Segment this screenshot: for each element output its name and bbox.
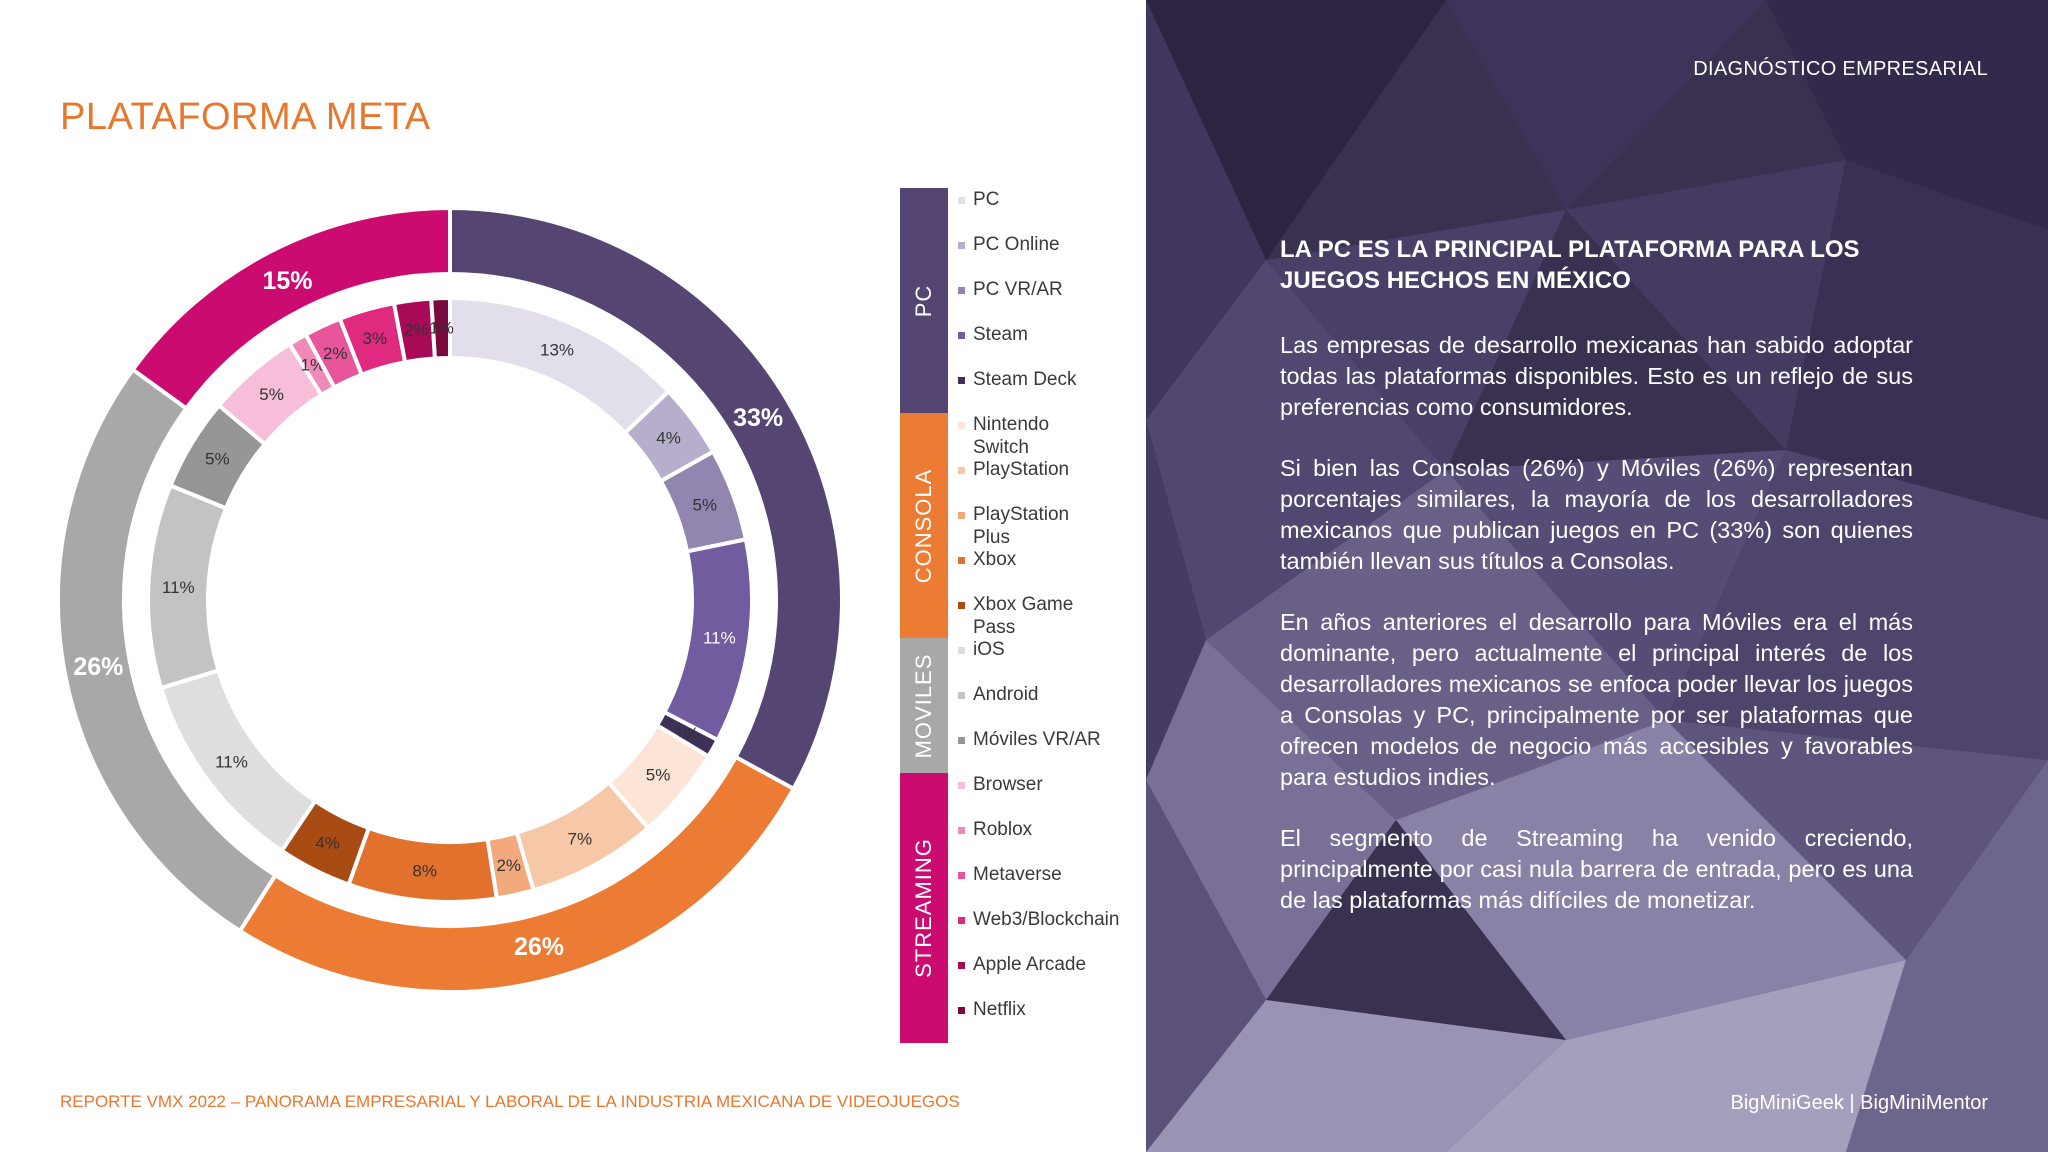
legend-swatch xyxy=(958,602,965,609)
legend-group-label: MOVILES xyxy=(911,653,936,758)
legend-item-label: Nintendo Switch xyxy=(973,414,1050,458)
legend-item-label: Móviles VR/AR xyxy=(973,729,1101,750)
outer-label-moviles: 26% xyxy=(73,653,123,681)
nested-donut-chart: 33% 26% 26% 15% 13% 4% 5% 11% 1% 5% 7% 2% 8% 4% 11% 11%… xyxy=(56,205,844,994)
article-paragraph: Si bien las Consolas (26%) y Móviles (26… xyxy=(1280,455,1913,574)
brand-footer: BigMiniGeek | BigMiniMentor xyxy=(1730,1092,1988,1114)
legend-item-label: PlayStation Plus xyxy=(973,504,1070,548)
article-heading: LA PC ES LA PRINCIPAL PLATAFORMA PARA LO… xyxy=(1280,236,1860,294)
legend-swatch xyxy=(958,242,965,249)
polygon-background xyxy=(1146,0,2048,1152)
outer-slice-streaming xyxy=(130,205,452,412)
legend-item-label: Roblox xyxy=(973,819,1033,840)
inner-label-pc-online: 4% xyxy=(656,429,681,448)
legend-swatch xyxy=(958,917,965,924)
legend-swatch xyxy=(958,512,965,519)
report-footer: REPORTE VMX 2022 – PANORAMA EMPRESARIAL … xyxy=(60,1092,960,1111)
legend-item-label: Netflix xyxy=(973,999,1026,1020)
legend-swatch xyxy=(958,557,965,564)
outer-slice-pc xyxy=(448,205,844,792)
legend-item-label: Xbox Game Pass xyxy=(973,594,1074,638)
legend-item-label: Metaverse xyxy=(973,864,1062,885)
legend-item-label: PC VR/AR xyxy=(973,279,1063,300)
outer-label-consola: 26% xyxy=(514,933,564,961)
outer-label-pc: 33% xyxy=(733,404,783,432)
inner-label-playstation-plus: 2% xyxy=(496,856,521,875)
legend-swatch xyxy=(958,737,965,744)
inner-label-steam: 11% xyxy=(703,628,736,647)
legend-item-label: PC Online xyxy=(973,234,1060,255)
article: LA PC ES LA PRINCIPAL PLATAFORMA PARA LO… xyxy=(1280,234,1913,946)
legend-swatch xyxy=(958,782,965,789)
legend-swatch xyxy=(958,647,965,654)
section-header: DIAGNÓSTICO EMPRESARIAL xyxy=(1693,58,1988,80)
legend-item-label: PC xyxy=(973,189,1000,210)
legend-item-label: Web3/Blockchain xyxy=(973,909,1120,930)
inner-label-apple-arcade: 2% xyxy=(404,321,429,340)
inner-label-netflix: 1% xyxy=(429,319,454,338)
legend-swatch xyxy=(958,287,965,294)
legend-swatch xyxy=(958,872,965,879)
text-panel: DIAGNÓSTICO EMPRESARIAL BigMiniGeek | Bi… xyxy=(1146,0,2048,1152)
legend-group-moviles: MOVILES xyxy=(900,638,948,773)
legend-group-label: CONSOLA xyxy=(911,468,936,583)
article-paragraph: En años anteriores el desarrollo para Mó… xyxy=(1280,609,1913,790)
legend-item-label: iOS xyxy=(973,639,1005,660)
legend-group-streaming: STREAMING xyxy=(900,773,948,1043)
inner-label-pc: 13% xyxy=(540,340,574,359)
inner-label-xbox-game-pass: 4% xyxy=(315,833,340,852)
legend-item-label: Android xyxy=(973,684,1039,705)
legend-item-label: Browser xyxy=(973,774,1043,795)
inner-slice-netflix xyxy=(429,295,452,361)
legend-swatch xyxy=(958,1007,965,1014)
article-paragraph: Las empresas de desarrollo mexicanas han… xyxy=(1280,332,1913,420)
legend-swatch xyxy=(958,827,965,834)
legend-group-pc: PC xyxy=(900,188,948,413)
inner-label-nintendo-switch: 5% xyxy=(646,766,671,785)
legend-item-label: Xbox xyxy=(973,549,1017,570)
legend-swatch xyxy=(958,962,965,969)
legend-swatch xyxy=(958,422,965,429)
legend-group-consola: CONSOLA xyxy=(900,413,948,638)
legend-swatch xyxy=(958,377,965,384)
article-paragraph: El segmento de Streaming ha venido creci… xyxy=(1280,825,1913,913)
legend-swatch xyxy=(958,692,965,699)
chart-panel: PLATAFORMA META 33% 26% 26% 15% 13% 4% 5% 11% 1%… xyxy=(56,96,1120,1111)
legend-item-label: Steam xyxy=(973,324,1028,345)
page-title: PLATAFORMA META xyxy=(60,96,431,138)
inner-label-web3-blockchain: 3% xyxy=(363,329,388,348)
inner-label-browser: 5% xyxy=(259,385,284,404)
legend-item-label: Apple Arcade xyxy=(973,954,1087,975)
inner-label-xbox: 8% xyxy=(412,861,437,880)
inner-label-android: 11% xyxy=(162,578,195,597)
legend-item-label: Steam Deck xyxy=(973,369,1077,390)
legend-item-label: PlayStation xyxy=(973,459,1070,480)
inner-label-moviles-vr-ar: 5% xyxy=(205,450,230,469)
legend-group-label: PC xyxy=(911,284,936,317)
inner-label-pc-vr-ar: 5% xyxy=(692,495,717,514)
legend-swatch xyxy=(958,467,965,474)
inner-label-ios: 11% xyxy=(215,752,248,771)
legend-swatch xyxy=(958,332,965,339)
legend-group-label: STREAMING xyxy=(911,838,936,978)
outer-label-streaming: 15% xyxy=(262,267,312,295)
legend-swatch xyxy=(958,197,965,204)
inner-label-playstation: 7% xyxy=(568,830,593,849)
inner-label-metaverse: 2% xyxy=(323,344,348,363)
